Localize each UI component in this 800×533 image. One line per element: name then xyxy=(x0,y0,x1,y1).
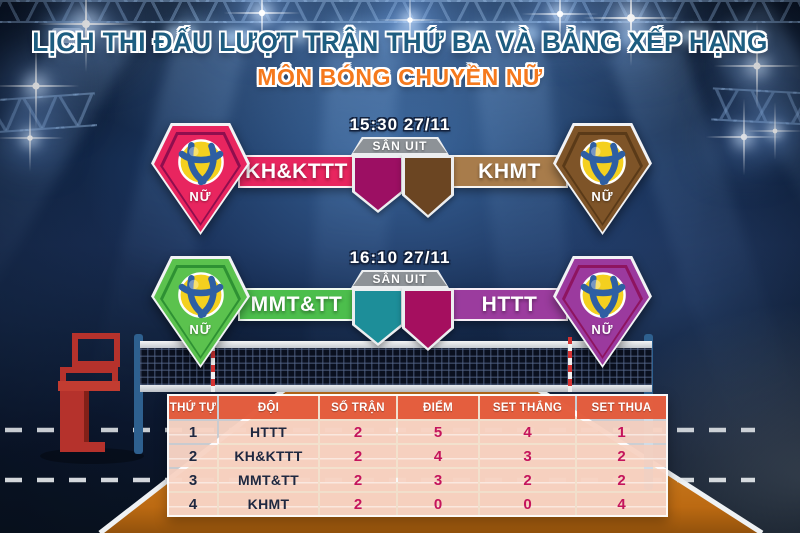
center-shield-home xyxy=(352,155,404,213)
referee-chair-icon xyxy=(58,333,120,452)
venue-banner: SÂN UIT xyxy=(351,270,449,288)
cell-sets-won: 2 xyxy=(480,469,575,491)
team-bar-away: HTTT xyxy=(451,288,568,321)
cell-played: 2 xyxy=(320,421,396,443)
volleyball-icon xyxy=(579,139,626,186)
net-top-band xyxy=(140,341,652,348)
team-name-home: MMT&TT xyxy=(250,292,343,316)
cell-rank: 1 xyxy=(169,421,217,443)
header-cell-played: SỐ TRẬN xyxy=(320,396,396,419)
header-cell-sets-lost: SET THUA xyxy=(577,396,666,419)
team-name-away: KHMT xyxy=(478,159,541,183)
volleyball-icon xyxy=(177,139,224,186)
cell-sets-won: 3 xyxy=(480,445,575,467)
cell-rank: 2 xyxy=(169,445,217,467)
volleyball-icon xyxy=(177,272,224,319)
cell-sets-lost: 4 xyxy=(577,493,666,515)
page-title: LỊCH THI ĐẤU LƯỢT TRẬN THỨ BA VÀ BẢNG XẾ… xyxy=(32,27,768,57)
cell-sets-won: 0 xyxy=(480,493,575,515)
match-banner-2: 16:10 27/11 SÂN UIT MMT&TT HTTT xyxy=(0,248,800,378)
team-badge-away: NỮ xyxy=(553,256,652,368)
badge-label: NỮ xyxy=(189,322,212,337)
net-antenna-icon xyxy=(211,337,215,392)
cell-points: 3 xyxy=(398,469,478,491)
team-bar-home: KH&KTTT xyxy=(238,155,355,188)
page-subtitle: MÔN BÓNG CHUYỀN NỮ xyxy=(257,64,543,90)
cell-team: MMT&TT xyxy=(219,469,318,491)
header-cell-team: ĐỘI xyxy=(219,396,318,419)
match-time: 16:10 27/11 xyxy=(349,248,451,267)
cell-sets-lost: 1 xyxy=(577,421,666,443)
header-cell-rank: THỨ TỰ xyxy=(169,396,217,419)
volleyball-net xyxy=(140,337,652,392)
cell-team: KHMT xyxy=(219,493,318,515)
team-name-home: KH&KTTT xyxy=(245,159,348,183)
badge-label: NỮ xyxy=(591,322,614,337)
volleyball-icon xyxy=(579,272,626,319)
badge-label: NỮ xyxy=(591,189,614,204)
badge-label: NỮ xyxy=(189,189,212,204)
cell-team: KH&KTTT xyxy=(219,445,318,467)
header-cell-sets-won: SET THẮNG xyxy=(480,396,575,419)
header-cell-points: ĐIỂM xyxy=(398,396,478,419)
team-badge-away: NỮ xyxy=(553,123,652,235)
match-time: 15:30 27/11 xyxy=(349,115,451,134)
cell-played: 2 xyxy=(320,469,396,491)
venue-label: SÂN UIT xyxy=(372,139,428,153)
cell-played: 2 xyxy=(320,493,396,515)
center-shield-home xyxy=(352,288,404,346)
cell-rank: 4 xyxy=(169,493,217,515)
cell-points: 5 xyxy=(398,421,478,443)
net-antenna-icon xyxy=(568,337,572,392)
team-badge-home: NỮ xyxy=(151,123,250,235)
cell-rank: 3 xyxy=(169,469,217,491)
cell-team: HTTT xyxy=(219,421,318,443)
cell-points: 0 xyxy=(398,493,478,515)
center-shield-away xyxy=(402,288,454,351)
standings-grid: THỨ TỰ ĐỘI SỐ TRẬN ĐIỂM SET THẮNG SET TH… xyxy=(167,394,668,517)
team-name-away: HTTT xyxy=(481,292,538,316)
venue-label: SÂN UIT xyxy=(372,272,428,286)
cell-sets-lost: 2 xyxy=(577,445,666,467)
team-bar-away: KHMT xyxy=(451,155,568,188)
team-bar-home: MMT&TT xyxy=(238,288,355,321)
standings-table: THỨ TỰ ĐỘI SỐ TRẬN ĐIỂM SET THẮNG SET TH… xyxy=(167,394,668,517)
center-shield-away xyxy=(402,155,454,218)
net-mesh xyxy=(140,348,652,385)
cell-sets-lost: 2 xyxy=(577,469,666,491)
team-badge-home: NỮ xyxy=(151,256,250,368)
match-banner-1: 15:30 27/11 SÂN UIT KH&KTTT KHMT xyxy=(0,115,800,245)
cell-sets-won: 4 xyxy=(480,421,575,443)
net-bottom-band xyxy=(140,385,652,392)
venue-banner: SÂN UIT xyxy=(351,137,449,155)
cell-played: 2 xyxy=(320,445,396,467)
cell-points: 4 xyxy=(398,445,478,467)
